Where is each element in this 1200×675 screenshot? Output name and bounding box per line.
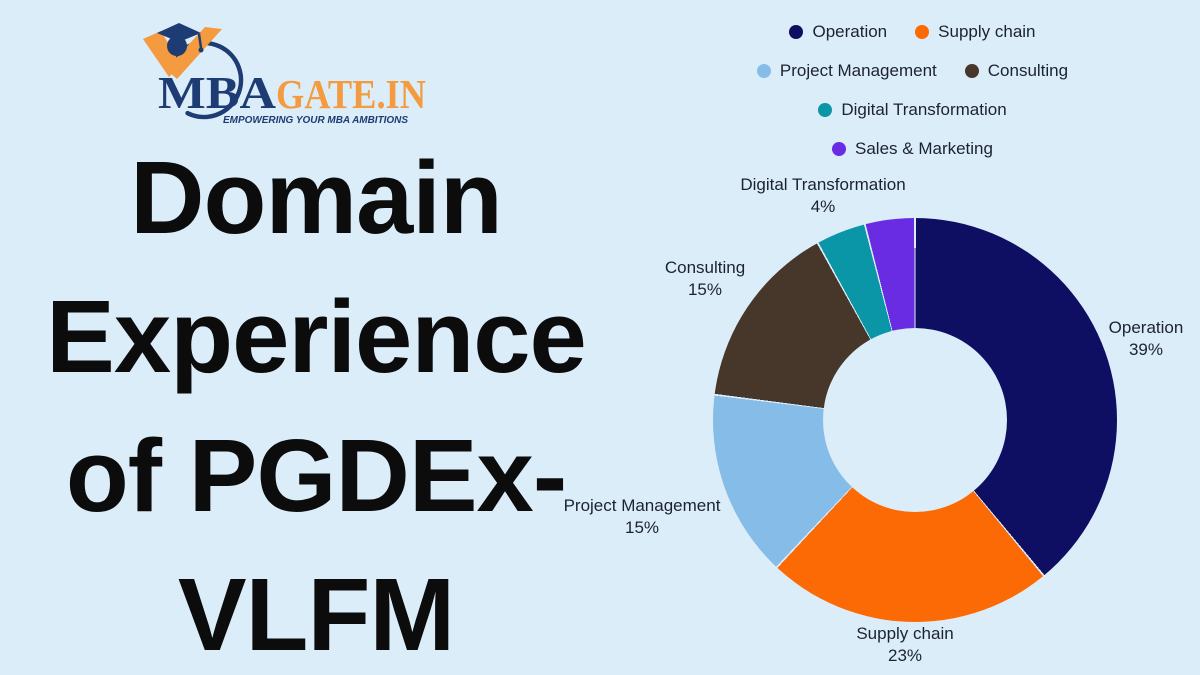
slice-callout-percent: 15% xyxy=(687,280,723,299)
title-line-4: VLFM xyxy=(177,557,455,672)
slice-callout-name: Supply chain xyxy=(856,624,954,643)
logo-brand-gatein: GATE.IN xyxy=(276,71,426,117)
legend-dot-supply-chain-icon xyxy=(915,24,930,39)
slice-callout-percent: 4% xyxy=(810,197,836,216)
slice-callout-percent: 15% xyxy=(624,518,660,537)
title-line-1: Domain xyxy=(130,140,503,255)
legend-item-supply-chain: Supply chain xyxy=(915,21,1036,42)
slice-callout-name: Operation xyxy=(1108,318,1184,337)
logo-graduation-cap-icon xyxy=(157,23,201,42)
slice-callout-operation: Operation 39% xyxy=(1109,317,1184,361)
slice-callout-project-management: Project Management 15% xyxy=(564,495,721,539)
legend-row: Project Management Consulting xyxy=(690,51,1135,90)
legend-label: Supply chain xyxy=(938,21,1036,41)
slice-callout-digital-transformation: Digital Transformation 4% xyxy=(740,174,905,218)
legend-row: Operation Supply chain xyxy=(690,12,1135,51)
legend-item-consulting: Consulting xyxy=(964,60,1069,81)
legend-dot-project-management-icon xyxy=(756,63,771,78)
legend-dot-consulting-icon xyxy=(964,63,979,78)
page-title: Domain Experience of PGDEx- VLFM xyxy=(0,128,632,675)
donut-hole xyxy=(823,328,1007,512)
logo-v-right-arm-icon xyxy=(166,27,222,79)
logo-graduate-head-icon xyxy=(167,36,187,56)
legend-item-project-management: Project Management xyxy=(756,60,937,81)
slice-callout-percent: 39% xyxy=(1128,340,1164,359)
legend-label: Sales & Marketing xyxy=(855,138,993,158)
legend-label: Consulting xyxy=(987,60,1069,80)
title-line-2: Experience xyxy=(46,279,587,394)
donut-chart xyxy=(713,218,1117,622)
chart-legend: Operation Supply chain Project Managemen… xyxy=(690,12,1135,168)
legend-item-digital-transformation: Digital Transformation xyxy=(818,99,1007,120)
legend-dot-sales-marketing-icon xyxy=(832,141,847,156)
legend-dot-operation-icon xyxy=(789,24,804,39)
svg-text:MBAGATE.IN: MBAGATE.IN xyxy=(158,67,426,118)
slice-callout-name: Project Management xyxy=(563,496,721,515)
logo-tassel-knot-icon xyxy=(198,47,204,53)
legend-label: Digital Transformation xyxy=(841,99,1007,119)
logo-tagline: EMPOWERING YOUR MBA AMBITIONS xyxy=(223,114,408,126)
slice-callout-supply-chain: Supply chain 23% xyxy=(856,623,953,667)
legend-item-sales-marketing: Sales & Marketing xyxy=(832,139,993,159)
legend-row: Sales & Marketing xyxy=(690,129,1135,168)
title-line-3: of PGDEx- xyxy=(65,418,567,533)
slice-callout-name: Consulting xyxy=(664,258,746,277)
legend-row: Digital Transformation xyxy=(690,90,1135,129)
legend-label: Project Management xyxy=(779,60,937,80)
slice-callout-percent: 23% xyxy=(887,646,923,665)
slice-callout-name: Digital Transformation xyxy=(740,175,906,194)
logo-cap-tassel-icon xyxy=(197,33,203,49)
legend-item-operation: Operation xyxy=(789,22,887,42)
legend-label: Operation xyxy=(812,21,888,41)
legend-dot-digital-transformation-icon xyxy=(818,102,833,117)
mbagate-logo: MBAGATE.IN EMPOWERING YOUR MBA AMBITIONS xyxy=(143,23,426,126)
logo-brand-mba: MBA xyxy=(158,67,276,118)
slice-callout-consulting: Consulting 15% xyxy=(665,257,745,301)
